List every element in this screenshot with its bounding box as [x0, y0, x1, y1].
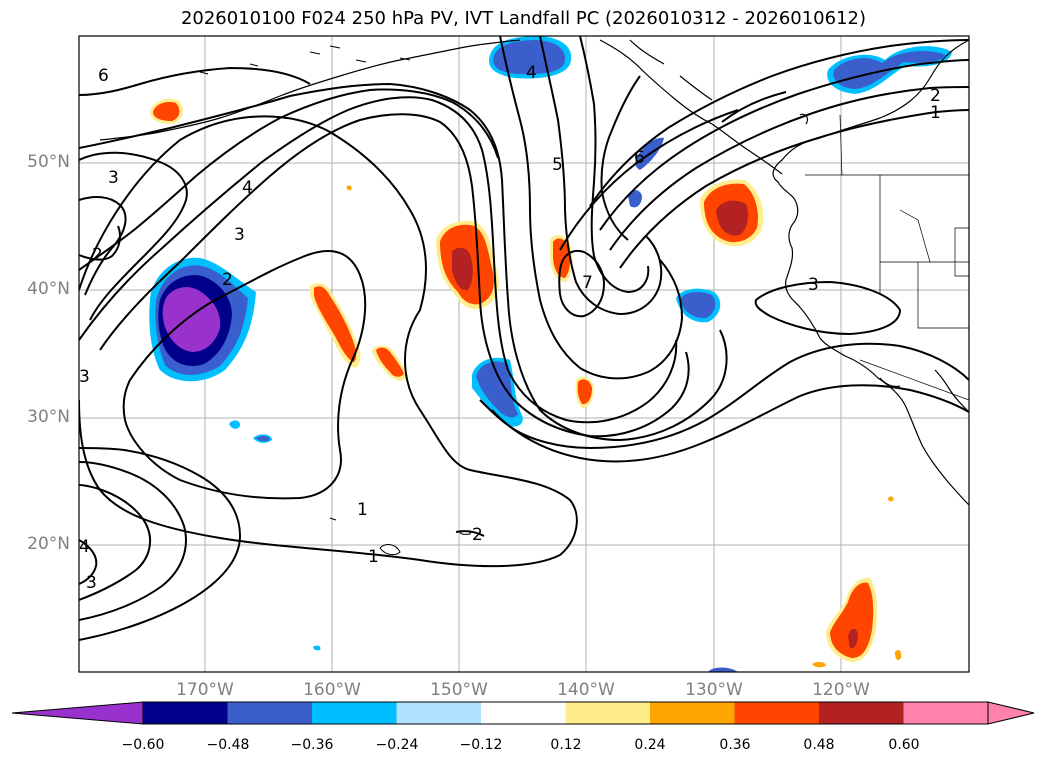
lon-label-150w: 150°W: [430, 680, 488, 700]
contour-label: 1: [357, 500, 368, 520]
contour-label: 7: [582, 273, 593, 293]
colorbar-tick-label: −0.36: [290, 737, 334, 753]
lat-label-20n: 20°N: [27, 534, 70, 554]
colorbar-segment: [565, 702, 651, 724]
contour-labels: 6 3 2 4 3 2 1 1 2 5 6 7 4 2 1 3 3 4 3: [79, 63, 941, 593]
contour-label: 2: [930, 86, 941, 106]
contour-label: 3: [79, 367, 90, 387]
contour-label: 4: [242, 178, 253, 198]
borders: [805, 114, 969, 401]
lat-label-40n: 40°N: [27, 279, 70, 299]
contour-label: 3: [86, 573, 97, 593]
contour-lines: [79, 36, 969, 641]
pv-region-west-negative-core: [162, 287, 221, 352]
colorbar: [11, 701, 1035, 725]
contour-label: 1: [368, 547, 379, 567]
lon-label-140w: 140°W: [557, 680, 615, 700]
colorbar-tick-label: 0.60: [888, 737, 920, 753]
colorbar-tick-label: 0.48: [803, 737, 835, 753]
pv-region-hawaii-north-core: [452, 247, 473, 291]
lat-label-50n: 50°N: [27, 152, 70, 172]
colorbar-segment: [396, 702, 482, 724]
lon-label-130w: 130°W: [685, 680, 743, 700]
contour-label: 1: [930, 103, 941, 123]
lon-label-120w: 120°W: [812, 680, 870, 700]
pv-region-east-core: [716, 200, 748, 236]
contour-label: 6: [98, 66, 109, 86]
contour-label: 3: [108, 168, 119, 188]
contour-label: 6: [634, 148, 645, 168]
contour-label: 3: [808, 275, 819, 295]
colorbar-tick-label: −0.12: [459, 737, 503, 753]
colorbar-tick-label: 0.24: [634, 737, 666, 753]
contour-label: 2: [472, 525, 483, 545]
colorbar-tick-label: −0.60: [121, 737, 165, 753]
colorbar-tick-label: 0.36: [719, 737, 751, 753]
colorbar-segment: [481, 702, 566, 724]
colorbar-segment: [734, 702, 820, 724]
map-border: [78, 35, 970, 673]
colorbar-segment: [143, 702, 228, 724]
colorbar-segment: [650, 702, 735, 724]
colorbar-segment: [903, 702, 989, 724]
colorbar-segment: [227, 702, 313, 724]
pv-region-central-negative-mid: [476, 361, 518, 418]
colorbar-segment: [819, 702, 904, 724]
lon-label-170w: 170°W: [176, 680, 234, 700]
contour-1-inner: [122, 250, 367, 500]
lat-label-30n: 30°N: [27, 407, 70, 427]
contour-label: 4: [526, 63, 537, 83]
colorbar-tick-label: 0.12: [550, 737, 582, 753]
contour-label: 5: [552, 155, 563, 175]
colorbar-segment: [312, 702, 397, 724]
positive-pv-regions: [150, 98, 902, 668]
colorbar-min-extension: [11, 701, 144, 725]
pv-region-east-negative-mid: [680, 291, 716, 319]
contour-1-outer: [79, 115, 578, 568]
lon-label-160w: 160°W: [303, 680, 361, 700]
colorbar-max-extension: [987, 701, 1035, 725]
page-title: 2026010100 F024 250 hPa PV, IVT Landfall…: [180, 8, 867, 29]
contour-label: 3: [234, 225, 245, 245]
colorbar-tick-label: −0.24: [375, 737, 419, 753]
contour-label: 4: [79, 537, 90, 557]
contour-label: 2: [92, 245, 103, 265]
contour-label: 2: [222, 270, 233, 290]
colorbar-tick-label: −0.48: [206, 737, 250, 753]
